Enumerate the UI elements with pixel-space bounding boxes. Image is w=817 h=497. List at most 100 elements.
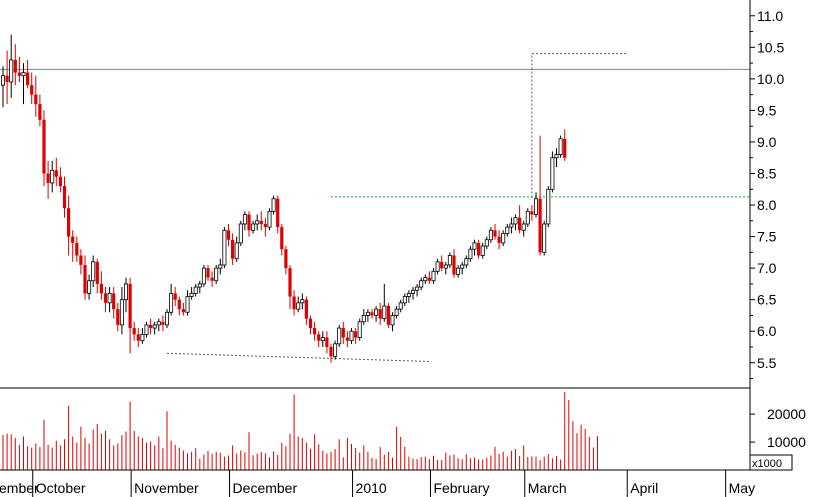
candle-body xyxy=(99,283,103,294)
candle-body xyxy=(521,223,526,231)
candle-body xyxy=(320,337,325,342)
candle-body xyxy=(493,230,497,237)
candle-body xyxy=(242,214,247,225)
candle-body xyxy=(410,289,415,294)
candle-body xyxy=(284,249,288,269)
candle-body xyxy=(288,268,292,297)
candle-body xyxy=(54,170,58,177)
candle-body xyxy=(530,211,534,215)
candle-body xyxy=(87,280,92,294)
candle-body xyxy=(62,186,67,209)
candle-body xyxy=(447,255,452,266)
candle-body xyxy=(26,72,30,86)
candle-body xyxy=(534,198,539,215)
candle-body xyxy=(152,324,157,329)
candle-body xyxy=(317,334,321,341)
candle-body xyxy=(357,321,362,338)
candle-body xyxy=(313,328,317,335)
candle-body xyxy=(173,293,177,300)
candle-body xyxy=(103,293,108,303)
month-label: May xyxy=(729,480,755,496)
candle-body xyxy=(477,242,481,256)
candle-body xyxy=(124,283,129,301)
candle-body xyxy=(542,223,547,253)
candle-body xyxy=(259,220,263,224)
candle-body xyxy=(518,217,522,231)
candle-body xyxy=(161,321,165,325)
candle-body xyxy=(484,239,489,247)
candle-body xyxy=(95,261,99,284)
price-tick-label: 10.0 xyxy=(757,71,784,87)
volume-unit-label: x1000 xyxy=(752,458,782,470)
price-tick-label: 5.5 xyxy=(757,355,777,371)
price-tick-label: 10.5 xyxy=(757,39,784,55)
candle-body xyxy=(193,286,198,294)
candle-body xyxy=(46,173,50,183)
candle-body xyxy=(296,302,301,310)
price-axis: 11.0 10.5 10.0 9.5 9.0 8.5 8.0 7.5 7.0 6.5 6.0 5.5 xyxy=(750,8,784,380)
price-tick-label: 6.5 xyxy=(757,292,777,308)
candle-body xyxy=(177,299,181,310)
candle-body xyxy=(206,268,210,278)
candle-body xyxy=(505,226,510,234)
candle-body xyxy=(402,296,407,304)
candle-body xyxy=(231,239,235,259)
candle-body xyxy=(210,277,214,281)
candle-body xyxy=(144,324,149,335)
candle-body xyxy=(550,157,555,190)
candle-body xyxy=(226,230,231,240)
candle-body xyxy=(423,277,428,282)
candle-body xyxy=(263,223,267,228)
candle-body xyxy=(513,217,518,225)
month-label: November xyxy=(134,480,199,496)
candle-body xyxy=(554,154,559,159)
candle-body xyxy=(218,264,223,269)
candle-body xyxy=(440,261,444,269)
candle-body xyxy=(251,223,256,231)
candle-body xyxy=(497,236,501,243)
candle-body xyxy=(238,223,243,244)
candle-body xyxy=(308,318,313,329)
candle-body xyxy=(398,302,403,310)
candle-body xyxy=(276,198,280,228)
candle-body xyxy=(525,210,530,225)
candle-body xyxy=(21,72,26,77)
candle-body xyxy=(390,315,395,326)
candle-body xyxy=(267,210,272,228)
candle-body xyxy=(337,327,342,345)
price-panel-frame xyxy=(0,0,750,388)
candle-body xyxy=(181,309,185,313)
candle-body xyxy=(247,214,251,231)
price-tick-label: 11.0 xyxy=(757,8,783,24)
price-tick-label: 8.0 xyxy=(757,197,777,213)
candle-body xyxy=(354,331,358,338)
candle-body xyxy=(112,293,116,310)
candle-body xyxy=(365,311,370,316)
candle-body xyxy=(304,299,308,319)
month-label: March xyxy=(528,480,567,496)
candle-body xyxy=(214,267,219,282)
candle-body xyxy=(71,236,75,243)
candle-body xyxy=(374,308,379,316)
candle-body xyxy=(329,346,333,357)
candle-body xyxy=(378,309,382,319)
month-label: October xyxy=(36,480,86,496)
price-tick-label: 7.5 xyxy=(757,229,777,245)
candle-body xyxy=(349,330,354,342)
volume-tick-label: 20000 xyxy=(767,406,806,422)
candle-body xyxy=(546,188,551,225)
candle-body xyxy=(149,324,153,329)
candle-body xyxy=(509,223,514,228)
candle-body xyxy=(30,85,34,95)
candle-body xyxy=(464,258,469,266)
candle-body xyxy=(468,248,473,260)
candle-body xyxy=(58,176,62,187)
candle-body xyxy=(325,337,329,347)
candle-body xyxy=(427,277,431,281)
candle-body xyxy=(538,198,542,253)
candle-body xyxy=(292,296,296,310)
candle-body xyxy=(341,328,345,338)
candle-body xyxy=(197,283,202,288)
candle-body xyxy=(415,286,420,291)
candle-body xyxy=(271,198,276,212)
